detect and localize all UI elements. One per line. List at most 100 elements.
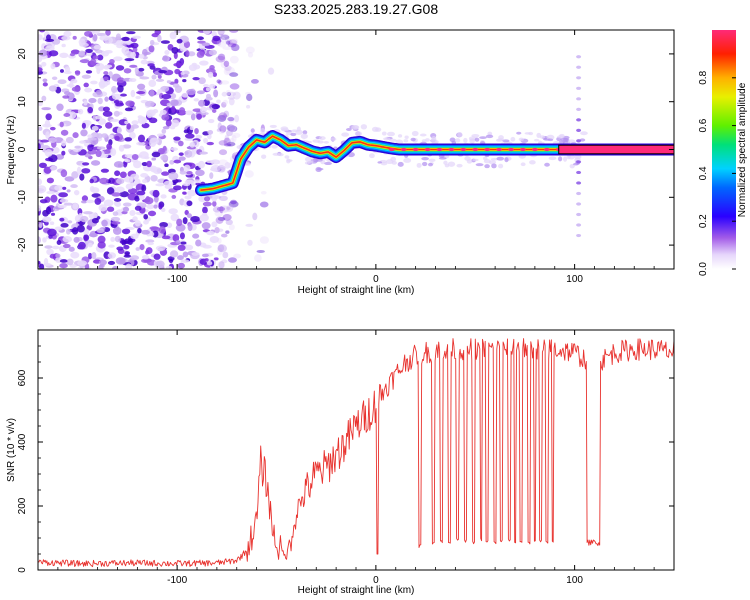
spectrogram-noise-blob	[103, 71, 109, 75]
spectrogram-band-blob	[498, 163, 504, 169]
spectrogram-noise-blob	[218, 41, 227, 48]
spectrogram-noise-blob	[160, 207, 166, 212]
spectrogram-noise-blob	[227, 96, 235, 100]
spectrogram-noise-blob	[173, 185, 182, 191]
spectrogram-noise-blob	[214, 226, 220, 234]
spectrogram-band-blob	[548, 156, 557, 161]
spectrogram-band-blob	[317, 140, 324, 144]
spectrogram-band-blob	[422, 161, 428, 167]
spectrogram-noise-blob	[205, 87, 211, 92]
spectrogram-noise-blob	[217, 122, 222, 131]
spectrogram-noise-blob	[222, 114, 228, 118]
spectrogram-band-blob	[447, 161, 456, 167]
spectrogram-noise-blob	[50, 165, 58, 171]
spectrogram-band-blob	[403, 139, 409, 143]
spectrogram-noise-blob	[84, 30, 93, 37]
spectrogram-noise-blob	[64, 176, 75, 182]
spectrogram-noise-blob	[87, 144, 94, 152]
spectrogram-noise-blob	[130, 233, 139, 240]
spectrogram-band-blob	[504, 157, 509, 163]
spectrogram-noise-blob	[134, 67, 139, 75]
spectrogram-noise-blob	[112, 93, 122, 100]
spectrogram-noise-blob	[219, 149, 228, 156]
spectrogram-noise-blob	[110, 148, 117, 157]
spectrogram-noise-blob	[142, 179, 148, 184]
spectrogram-noise-blob	[65, 136, 74, 144]
spectrogram-noise-blob	[193, 98, 199, 102]
spectrogram-noise-blob	[209, 236, 220, 244]
snr-x-tick-label: 100	[566, 575, 583, 586]
spectrogram-noise-blob	[228, 200, 239, 208]
spectrogram-band-blob	[496, 156, 505, 161]
spectrogram-noise-blob	[226, 40, 231, 45]
spectrogram-band-blob	[271, 145, 278, 149]
spectrogram-noise-blob	[180, 71, 185, 75]
spectrogram-band-blob	[569, 163, 575, 169]
spectrogram-noise-blob	[195, 239, 202, 247]
spectrogram-noise-blob	[67, 220, 73, 224]
spectrogram-noise-blob	[109, 58, 115, 64]
spectrogram-noise-blob	[221, 91, 228, 97]
spectrogram-noise-blob	[160, 194, 167, 199]
spectrogram-band-blob	[482, 156, 488, 161]
spectrogram-noise-blob	[80, 215, 89, 223]
spectrogram-noise-blob	[157, 147, 165, 155]
spectrogram-streak-blob	[576, 223, 582, 227]
spectrogram-noise-blob	[153, 204, 158, 209]
spectrogram-noise-blob	[220, 60, 228, 69]
spectrogram-band-blob	[300, 133, 308, 139]
spectrogram-noise-blob	[59, 259, 68, 263]
spectrogram-band-blob	[502, 139, 510, 143]
spectrogram-noise-blob	[141, 229, 151, 235]
spectrogram-noise-blob	[116, 246, 124, 251]
spectrogram-band-blob	[479, 136, 487, 140]
spectrogram-noise-blob	[228, 125, 238, 133]
spectrogram-noise-blob	[176, 218, 183, 227]
spectrogram-noise-blob	[122, 206, 130, 213]
spectrogram-noise-blob	[187, 223, 193, 232]
spectrogram-noise-blob	[48, 50, 59, 57]
spectrogram-peak-dot	[400, 147, 407, 152]
spectrogram-noise-blob	[230, 199, 237, 205]
spectrogram-noise-blob	[79, 42, 89, 48]
spectrogram-noise-blob	[50, 194, 58, 203]
spectrogram-y-tick-label: -20	[17, 237, 28, 252]
spectrogram-noise-blob	[213, 257, 219, 261]
spectrogram-noise-blob	[158, 226, 166, 234]
spectrogram-noise-blob	[107, 252, 117, 259]
spectrogram-noise-blob	[208, 83, 216, 89]
spectrogram-noise-blob	[38, 236, 41, 244]
spectrogram-noise-blob	[229, 137, 235, 143]
spectrogram-noise-blob	[213, 89, 219, 98]
spectrogram-noise-blob	[125, 183, 134, 190]
spectrogram-noise-blob	[114, 135, 120, 141]
spectrogram-noise-blob	[217, 30, 225, 36]
spectrogram-noise-blob	[141, 162, 148, 167]
spectrogram-noise-blob	[173, 62, 183, 67]
snr-panel: -100 0 100 0 200 400 600 Height of straight l…	[6, 329, 675, 596]
spectrogram-noise-blob	[153, 253, 161, 260]
spectrogram-noise-blob	[147, 210, 157, 217]
spectrogram-noise-blob	[211, 103, 221, 110]
spectrogram-noise-blob	[64, 91, 71, 96]
spectrogram-noise-blob	[69, 81, 74, 89]
spectrogram-noise-blob	[153, 195, 159, 203]
spectrogram-noise-blob	[112, 226, 122, 235]
spectrogram-noise-blob	[203, 137, 209, 144]
spectrogram-peak-dot	[531, 147, 538, 152]
spectrogram-noise-blob	[182, 191, 187, 195]
spectrogram-noise-blob	[137, 115, 143, 119]
spectrogram-noise-blob	[184, 133, 195, 139]
spectrogram-streak-blob	[576, 191, 582, 196]
spectrogram-noise-blob	[70, 184, 78, 189]
spectrogram-peak-dot	[424, 147, 431, 152]
spectrogram-band-blob	[497, 138, 505, 141]
spectrogram-noise-blob	[91, 251, 97, 260]
colorbar-tick-label: 0.0	[698, 262, 709, 276]
spectrogram-noise-blob	[83, 82, 89, 88]
spectrogram-noise-blob	[39, 199, 48, 204]
spectrogram-noise-blob	[177, 255, 184, 261]
spectrogram-noise-blob	[73, 189, 80, 196]
spectrogram-noise-blob	[127, 238, 133, 246]
spectrogram-noise-blob	[118, 144, 125, 152]
